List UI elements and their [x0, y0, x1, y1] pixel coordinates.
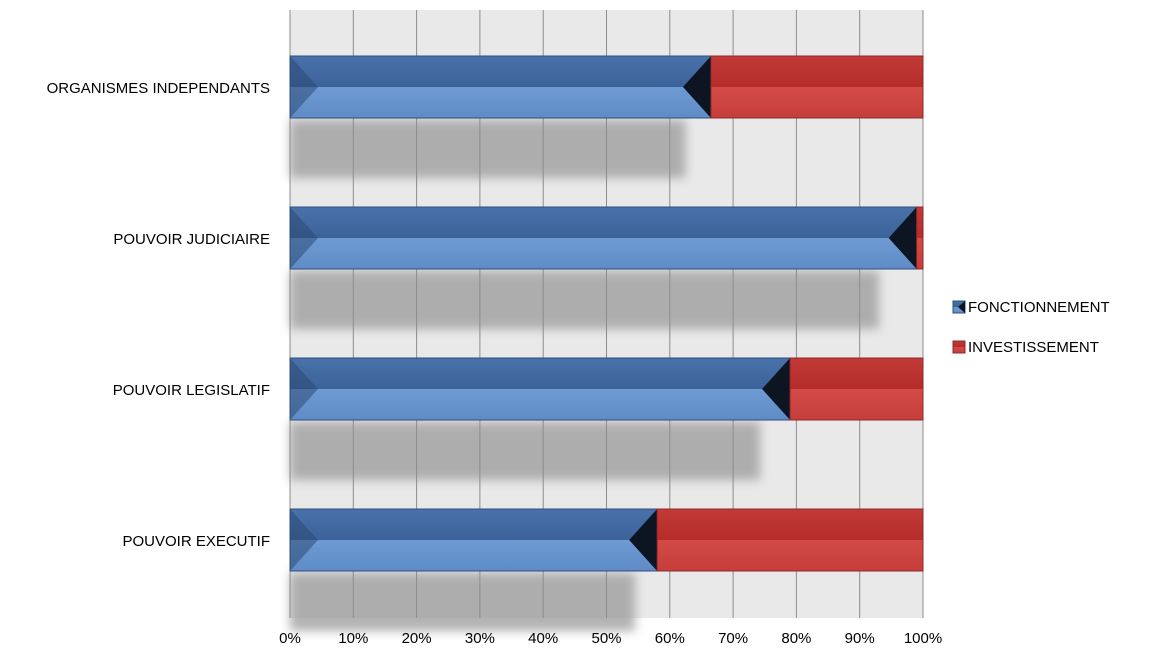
- bar-shadow: [290, 573, 636, 631]
- x-tick-label: 70%: [718, 630, 748, 647]
- x-tick-label: 40%: [528, 630, 558, 647]
- x-tick-label: 10%: [338, 630, 368, 647]
- category-label: POUVOIR JUDICIAIRE: [113, 231, 270, 248]
- legend-swatch: [952, 340, 966, 354]
- bar-investissement: [916, 206, 924, 270]
- bar-investissement: [656, 508, 924, 572]
- category-label: POUVOIR EXECUTIF: [122, 533, 270, 550]
- legend-item: INVESTISSEMENT: [952, 339, 1099, 356]
- category-label: ORGANISMES INDEPENDANTS: [47, 80, 270, 97]
- category-label: POUVOIR LEGISLATIF: [113, 382, 270, 399]
- legend-item: FONCTIONNEMENT: [952, 299, 1110, 316]
- legend-swatch: [952, 300, 966, 314]
- bar-shadows: [290, 120, 880, 631]
- bars: [289, 55, 924, 572]
- x-tick-label: 80%: [781, 630, 811, 647]
- x-tick-label: 20%: [402, 630, 432, 647]
- bar-fonctionnement: [289, 508, 658, 572]
- x-tick-label: 90%: [845, 630, 875, 647]
- legend-label: INVESTISSEMENT: [968, 339, 1099, 356]
- x-axis-tick-labels: 0% 10% 20% 30% 40% 50% 60% 70% 80% 90% 100%: [279, 630, 942, 647]
- bar-shadow: [290, 271, 880, 329]
- x-tick-label: 100%: [904, 630, 942, 647]
- bar-fonctionnement: [289, 206, 918, 270]
- x-tick-label: 30%: [465, 630, 495, 647]
- bar-shadow: [290, 120, 686, 178]
- bar-fonctionnement: [289, 55, 712, 119]
- x-tick-label: 50%: [591, 630, 621, 647]
- bar-investissement: [710, 55, 924, 119]
- category-labels: ORGANISMES INDEPENDANTS POUVOIR JUDICIAIR…: [47, 80, 270, 550]
- x-tick-label: 60%: [655, 630, 685, 647]
- bar-fonctionnement: [289, 357, 791, 421]
- bar-shadow: [290, 422, 761, 480]
- legend-label: FONCTIONNEMENT: [968, 299, 1110, 316]
- bar-investissement: [789, 357, 924, 421]
- legend: FONCTIONNEMENT INVESTISSEMENT: [952, 299, 1110, 356]
- x-tick-label: 0%: [279, 630, 301, 647]
